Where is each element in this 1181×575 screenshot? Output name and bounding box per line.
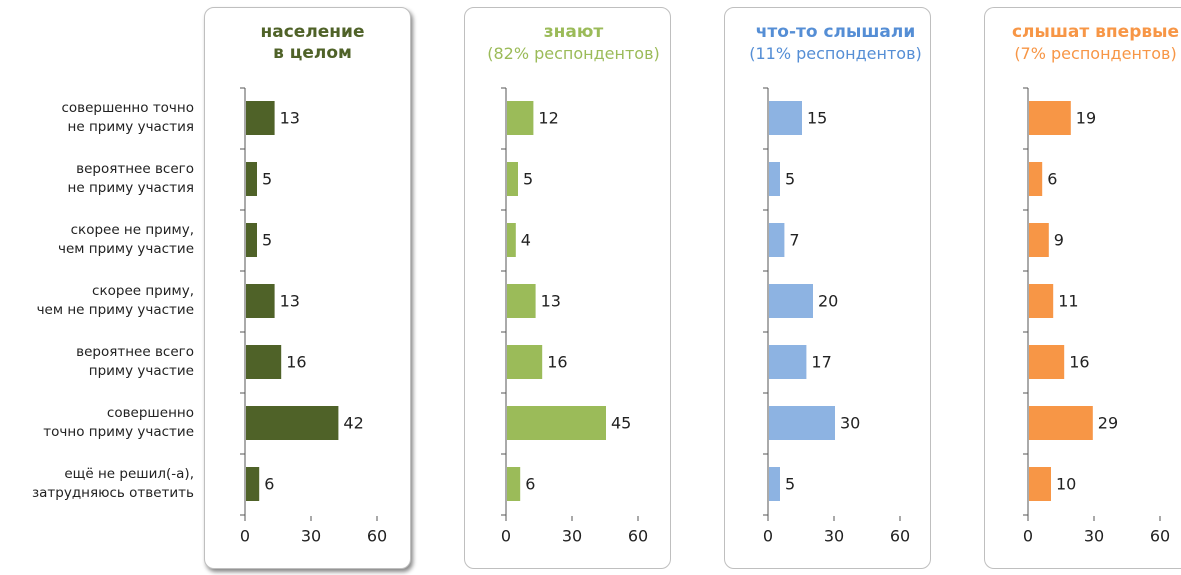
data-label: 11 — [1058, 292, 1078, 311]
x-tick-label: 30 — [1084, 527, 1104, 546]
bar — [1029, 467, 1051, 501]
bar — [246, 101, 275, 135]
category-label: вероятнее всего не приму участия — [67, 161, 194, 196]
panel-subtitle: (7% респондентов) — [1014, 44, 1177, 63]
bar — [507, 223, 516, 257]
panel-subtitle: (82% респондентов) — [487, 44, 660, 63]
data-label: 16 — [547, 353, 567, 372]
bar — [507, 345, 543, 379]
x-tick-label: 0 — [501, 527, 511, 546]
data-label: 19 — [1076, 109, 1096, 128]
bar — [1029, 223, 1049, 257]
x-tick-label: 0 — [240, 527, 250, 546]
data-label: 45 — [611, 414, 631, 433]
data-label: 12 — [538, 109, 558, 128]
data-label: 5 — [262, 170, 272, 189]
bar — [507, 162, 518, 196]
panel-title: что-то слышали (11% респондентов) — [723, 22, 948, 64]
panel-title: слышат впервые (7% респондентов) — [983, 22, 1181, 64]
bar — [246, 467, 260, 501]
panel — [724, 7, 931, 569]
x-tick-label: 60 — [890, 527, 910, 546]
data-label: 7 — [789, 231, 799, 250]
data-label: 6 — [525, 475, 535, 494]
data-label: 16 — [286, 353, 306, 372]
category-label: совершенно точно приму участие — [43, 405, 194, 440]
bar — [769, 223, 785, 257]
bar — [507, 284, 536, 318]
x-tick-label: 0 — [763, 527, 773, 546]
data-label: 16 — [1069, 353, 1089, 372]
bar — [246, 223, 257, 257]
panel — [464, 7, 671, 569]
data-label: 13 — [280, 292, 300, 311]
bar — [1029, 406, 1093, 440]
bar — [246, 162, 257, 196]
x-tick-label: 60 — [628, 527, 648, 546]
bar — [1029, 345, 1065, 379]
data-label: 5 — [523, 170, 533, 189]
data-label: 6 — [264, 475, 274, 494]
data-label: 5 — [262, 231, 272, 250]
bar — [246, 406, 339, 440]
x-tick-label: 60 — [367, 527, 387, 546]
bar — [1029, 101, 1071, 135]
bar — [246, 284, 275, 318]
bar — [769, 345, 807, 379]
data-label: 15 — [807, 109, 827, 128]
category-label: ещё не решил(-а), затрудняюсь ответить — [31, 466, 194, 501]
bar — [507, 406, 606, 440]
data-label: 29 — [1098, 414, 1118, 433]
panel-subtitle: (11% респондентов) — [749, 44, 922, 63]
data-label: 13 — [280, 109, 300, 128]
bar — [769, 284, 813, 318]
data-label: 5 — [785, 170, 795, 189]
bar — [246, 345, 282, 379]
data-label: 30 — [840, 414, 860, 433]
bar — [1029, 162, 1043, 196]
bar — [507, 467, 521, 501]
x-tick-label: 30 — [301, 527, 321, 546]
data-label: 20 — [818, 292, 838, 311]
category-label: скорее не приму, чем приму участие — [58, 222, 194, 257]
bar — [1029, 284, 1054, 318]
bar — [507, 101, 534, 135]
data-label: 42 — [343, 414, 363, 433]
x-tick-label: 0 — [1023, 527, 1033, 546]
category-label: скорее приму, чем не приму участие — [36, 283, 194, 318]
data-label: 5 — [785, 475, 795, 494]
category-label: вероятнее всего приму участие — [76, 344, 194, 379]
data-label: 9 — [1054, 231, 1064, 250]
bar — [769, 101, 802, 135]
data-label: 17 — [811, 353, 831, 372]
panel — [984, 7, 1181, 569]
panel-title: население в целом — [260, 22, 365, 63]
bar — [769, 467, 780, 501]
bar — [769, 406, 835, 440]
x-tick-label: 60 — [1150, 527, 1170, 546]
data-label: 4 — [521, 231, 531, 250]
x-tick-label: 30 — [562, 527, 582, 546]
category-label: совершенно точно не приму участия — [61, 100, 194, 135]
data-label: 6 — [1047, 170, 1057, 189]
panel-title: знают (82% респондентов) — [461, 22, 686, 64]
x-tick-label: 30 — [824, 527, 844, 546]
data-label: 13 — [541, 292, 561, 311]
data-label: 10 — [1056, 475, 1076, 494]
bar — [769, 162, 780, 196]
panel — [204, 7, 411, 569]
